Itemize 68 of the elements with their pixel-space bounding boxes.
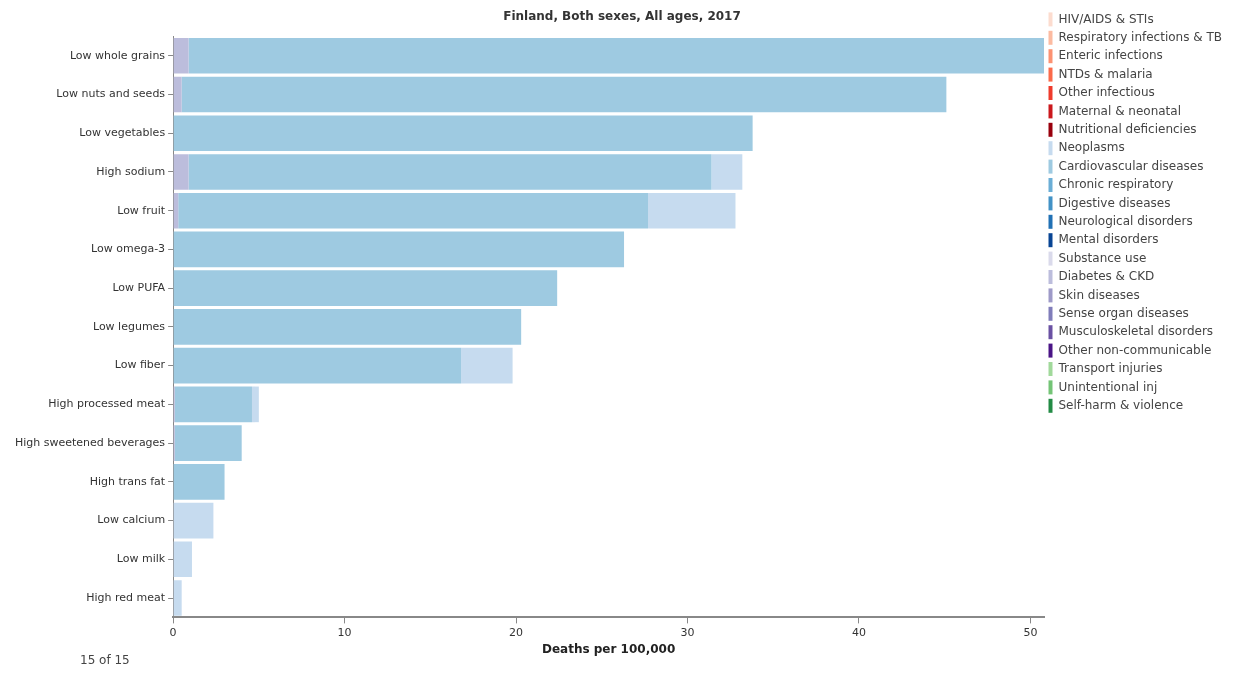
x-tick-label: 20 xyxy=(509,625,524,639)
y-tick-label: Low omega-3 xyxy=(91,242,166,256)
y-tick-label: High red meat xyxy=(86,590,166,604)
bar xyxy=(711,154,743,190)
bar xyxy=(173,270,558,306)
y-tick-label: Low fruit xyxy=(117,203,166,217)
x-tick-label: 0 xyxy=(169,625,177,639)
y-tick-label: Low nuts and seeds xyxy=(56,87,166,101)
text: 15 of 15 xyxy=(80,653,130,668)
legend-label: Neoplasms xyxy=(1058,140,1125,155)
bar xyxy=(173,541,192,578)
legend-label: Transport injuries xyxy=(1057,361,1163,376)
bar xyxy=(188,37,1045,74)
bar xyxy=(173,580,182,616)
bar xyxy=(174,425,242,461)
legend-label: Enteric infections xyxy=(1058,48,1163,63)
bar xyxy=(173,115,753,152)
legend-label: Self-harm & violence xyxy=(1058,397,1184,412)
bar xyxy=(173,347,462,384)
y-tick-label: High trans fat xyxy=(89,474,166,488)
bar xyxy=(173,309,522,345)
y-tick-label: Low legumes xyxy=(92,319,166,333)
legend-label: Cardiovascular diseases xyxy=(1058,158,1204,173)
x-axis-title: Deaths per 100,000 xyxy=(541,641,676,656)
y-tick-label: Low calcium xyxy=(97,513,166,527)
legend-label: HIV/AIDS & STIs xyxy=(1058,11,1154,26)
y-tick-label: Low whole grains xyxy=(69,48,166,62)
legend-label: Musculoskeletal disorders xyxy=(1058,324,1214,339)
bar xyxy=(181,76,947,113)
y-tick-label: High sodium xyxy=(96,164,166,178)
legend-label: Unintentional inj xyxy=(1058,379,1158,394)
x-tick-label: 30 xyxy=(680,625,695,639)
bar xyxy=(188,154,712,190)
y-tick-label: High sweetened beverages xyxy=(14,435,166,449)
y-tick-label: Low fiber xyxy=(114,358,166,372)
bar xyxy=(174,386,252,423)
bar xyxy=(173,502,214,539)
legend-label: Sense organ diseases xyxy=(1058,305,1189,320)
legend-label: Mental disorders xyxy=(1058,232,1159,247)
bar xyxy=(173,464,225,500)
bar xyxy=(173,154,189,190)
x-tick-label: 50 xyxy=(1023,625,1038,639)
bar xyxy=(461,347,513,384)
legend-label: Respiratory infections & TB xyxy=(1058,29,1222,44)
legend-label: NTDs & malaria xyxy=(1058,66,1153,81)
x-tick-label: 40 xyxy=(851,625,866,639)
y-tick-label: Low milk xyxy=(116,552,166,566)
bar xyxy=(173,231,625,268)
chart-title: Finland, Both sexes, All ages, 2017 xyxy=(503,9,741,24)
legend-label: Maternal & neonatal xyxy=(1058,103,1181,118)
bar xyxy=(178,192,649,229)
legend-label: Other infectious xyxy=(1058,85,1155,100)
legend-label: Skin diseases xyxy=(1058,287,1140,302)
legend-label: Nutritional deficiencies xyxy=(1058,121,1197,136)
legend-label: Digestive diseases xyxy=(1058,195,1171,210)
legend-label: Other non-communicable xyxy=(1058,342,1212,357)
legend-label: Diabetes & CKD xyxy=(1058,269,1155,284)
y-tick-label: Low PUFA xyxy=(112,281,166,295)
y-tick-label: High processed meat xyxy=(48,397,166,411)
x-tick-label: 10 xyxy=(337,625,352,639)
legend-label: Neurological disorders xyxy=(1058,213,1193,228)
y-tick-label: Low vegetables xyxy=(79,126,166,140)
legend-label: Substance use xyxy=(1058,250,1147,265)
legend-label: Chronic respiratory xyxy=(1058,177,1174,192)
bar xyxy=(251,386,259,423)
bar xyxy=(173,76,182,113)
bar xyxy=(173,37,189,74)
bar xyxy=(648,192,736,229)
